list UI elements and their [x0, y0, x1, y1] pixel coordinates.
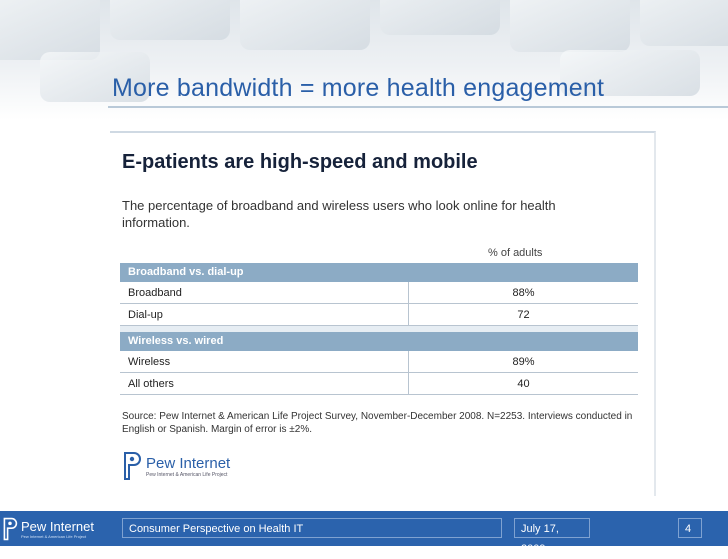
row-value: 40	[517, 378, 530, 390]
title-divider	[108, 106, 728, 108]
logo-name: Pew Internet	[146, 454, 231, 472]
row-label: Wireless	[120, 351, 409, 372]
section-spacer	[120, 326, 638, 332]
slide-title: More bandwidth = more health engagement	[112, 74, 605, 102]
keyboard-key	[40, 52, 150, 102]
table-row: Dial-up 72	[120, 304, 638, 326]
figure-subtitle: The percentage of broadband and wireless…	[122, 198, 556, 230]
footer-logo-name: Pew Internet	[21, 519, 94, 534]
section-header-wireless: Wireless vs. wired	[120, 332, 638, 351]
row-label: Dial-up	[120, 304, 409, 325]
presentation-date: July 17, 2009	[514, 518, 590, 555]
table-row: Broadband 88%	[120, 282, 638, 304]
pew-logo-icon	[124, 452, 141, 480]
footer-logo-tagline: Pew Internet & American Life Project	[21, 534, 87, 539]
keyboard-key	[0, 0, 100, 60]
figure-title: E-patients are high-speed and mobile	[122, 151, 478, 173]
footer-logo: Pew Internet Pew Internet & American Lif…	[2, 517, 94, 541]
logo-tagline: Pew Internet & American Life Project	[146, 471, 228, 478]
keyboard-key	[560, 50, 700, 96]
row-label: Broadband	[120, 282, 409, 303]
pew-logo-icon	[3, 517, 18, 541]
source-note: Source: Pew Internet & American Life Pro…	[122, 411, 633, 435]
keyboard-key	[510, 0, 630, 52]
page-number: 4	[678, 518, 702, 538]
table-row: All others 40	[120, 373, 638, 395]
row-label: All others	[120, 373, 409, 394]
keyboard-key	[380, 0, 500, 35]
row-value: 88%	[512, 287, 535, 299]
pew-logo: Pew Internet Pew Internet & American Lif…	[122, 451, 230, 481]
keyboard-key	[110, 0, 230, 40]
footer-bar: Pew Internet Pew Internet & American Lif…	[0, 511, 728, 555]
section-header-broadband: Broadband vs. dial-up	[120, 263, 638, 282]
table-row: Wireless 89%	[120, 351, 638, 373]
keyboard-key	[240, 0, 370, 50]
column-header: % of adults	[488, 247, 543, 259]
row-value: 89%	[512, 356, 535, 368]
figure-card: E-patients are high-speed and mobile The…	[110, 131, 656, 496]
presentation-title: Consumer Perspective on Health IT	[122, 518, 502, 538]
data-table: Broadband vs. dial-up Broadband 88% Dial…	[120, 263, 638, 395]
row-value: 72	[517, 309, 530, 321]
keyboard-key	[640, 0, 728, 46]
keyboard-background	[0, 0, 728, 120]
